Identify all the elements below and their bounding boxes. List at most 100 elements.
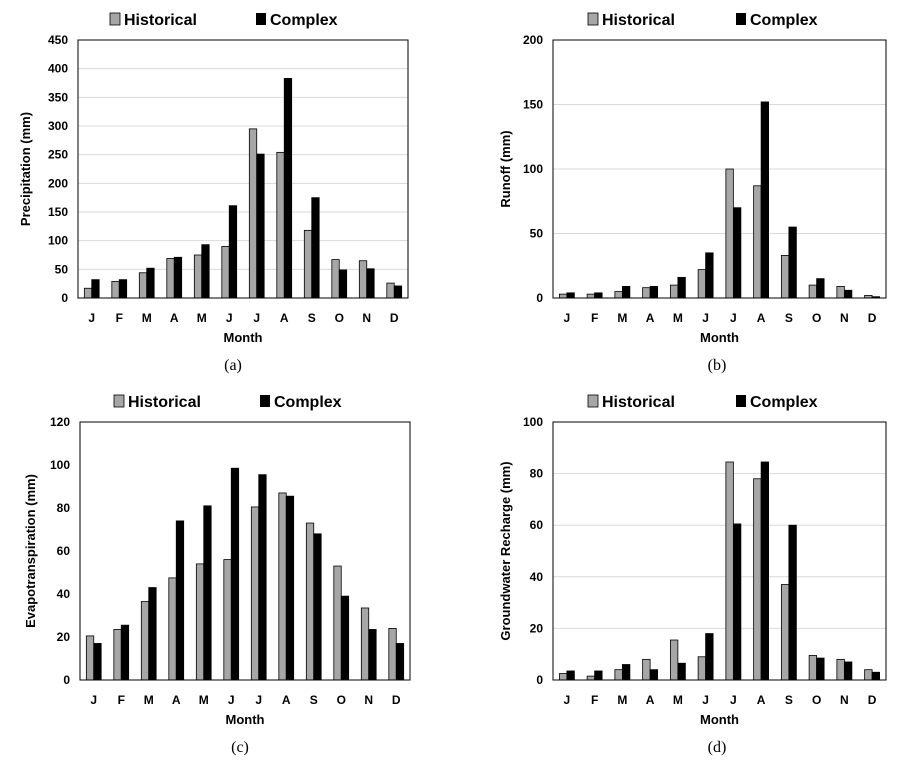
x-tick-label: F [118,693,125,707]
legend: Historical Complex [109,12,338,29]
historical-bar-j-1 [83,287,93,299]
complex-bar-a-8 [760,101,770,299]
y-tick-label: 20 [530,621,544,635]
x-tick-label: F [591,311,598,325]
legend-label-complex: Complex [270,12,338,29]
historical-bar-s-9 [303,229,313,299]
y-tick-label: 100 [523,415,543,429]
complex-bar-j-7 [732,523,742,681]
x-tick-label: J [255,693,262,707]
x-tick-label: M [617,311,627,325]
y-tick-label: 60 [57,544,71,558]
complex-bar-m-3 [621,664,631,681]
legend-label-historical: Historical [128,394,201,411]
legend-swatch-complex [736,13,746,25]
historical-bar-j-6 [697,656,707,681]
legend-swatch-complex [256,13,266,25]
x-tick-label: F [591,693,598,707]
complex-bar-j-1 [566,292,575,299]
complex-bar-n-11 [843,289,853,299]
y-tick-label: 100 [48,234,68,248]
complex-bar-m-3 [148,587,157,681]
complex-bar-m-5 [201,244,210,299]
chart-panel-1: 0 50 100 150 200 250 300 350 400 450 J F M A M J J A S O N D M… [18,12,409,374]
y-tick-label: 100 [523,162,543,176]
y-tick-label: 150 [48,205,68,219]
historical-bar-f-2 [586,675,596,681]
historical-bar-s-9 [780,584,790,681]
historical-bar-a-8 [753,478,762,681]
historical-bar-s-9 [305,522,315,681]
historical-bar-a-4 [166,258,175,299]
legend-swatch-historical [109,12,121,26]
legend-label-historical: Historical [602,12,675,29]
complex-bar-o-10 [816,278,825,299]
y-tick-label: 50 [55,262,69,276]
historical-bar-a-4 [642,658,651,681]
historical-bar-d-12 [388,628,397,681]
y-tick-label: 100 [50,458,70,472]
y-tick-label: 200 [48,176,68,190]
legend-swatch-historical [587,394,599,408]
chart-panel-2: 0 50 100 150 200 J F M A M J J A S O N D Month Runoff (mm)… [498,12,887,374]
y-tick-label: 300 [48,119,68,133]
complex-bar-o-10 [340,595,350,681]
complex-bar-s-9 [788,524,797,681]
historical-bar-o-10 [808,284,818,299]
historical-bar-s-9 [780,255,790,299]
panel-caption: (d) [708,739,727,756]
historical-bar-o-10 [331,259,340,299]
y-tick-label: 40 [57,587,71,601]
panel-caption: (b) [708,357,727,374]
x-tick-label: F [116,311,123,325]
y-tick-label: 400 [48,62,68,76]
historical-bar-d-12 [386,282,395,299]
complex-bar-a-4 [649,669,659,681]
y-tick-label: 200 [523,33,543,47]
historical-bar-j-6 [221,245,230,299]
x-tick-label: N [362,311,371,325]
y-tick-label: 350 [48,90,68,104]
complex-bar-m-3 [621,285,631,299]
legend-label-complex: Complex [750,12,818,29]
x-tick-label: O [335,311,344,325]
y-tick-label: 0 [61,291,68,305]
plot-frame [79,421,411,681]
historical-bar-j-6 [223,559,232,681]
complex-bar-m-3 [146,267,155,299]
historical-bar-n-11 [836,658,845,681]
complex-bar-f-2 [594,670,603,681]
x-tick-label: N [840,693,849,707]
x-tick-label: N [364,693,373,707]
legend-label-complex: Complex [750,394,818,411]
x-tick-label: D [392,693,401,707]
complex-bar-a-8 [285,495,295,681]
complex-bar-a-4 [649,285,659,299]
historical-bar-j-1 [558,293,568,299]
x-tick-label: S [785,693,793,707]
y-axis-title: Evapotranspiration (mm) [23,474,38,628]
complex-bar-j-7 [256,153,265,299]
x-tick-label: M [673,693,683,707]
historical-bar-a-8 [276,151,285,299]
historical-bar-j-7 [725,168,734,299]
complex-bar-j-1 [93,643,102,681]
x-tick-label: M [142,311,152,325]
x-tick-label: D [390,311,399,325]
historical-bar-m-5 [669,284,679,299]
complex-bar-j-6 [705,633,714,681]
x-tick-label: A [757,693,766,707]
complex-bar-j-6 [228,205,238,299]
legend-swatch-historical [587,12,599,26]
x-tick-label: O [812,693,821,707]
complex-bar-j-7 [732,207,742,299]
historical-bar-m-3 [614,291,623,299]
x-tick-label: S [308,311,316,325]
legend-label-historical: Historical [602,394,675,411]
x-tick-label: M [617,693,627,707]
plot-frame [552,421,887,681]
y-tick-label: 450 [48,33,68,47]
x-axis-title: Month [700,330,739,345]
plot-frame [77,39,409,299]
